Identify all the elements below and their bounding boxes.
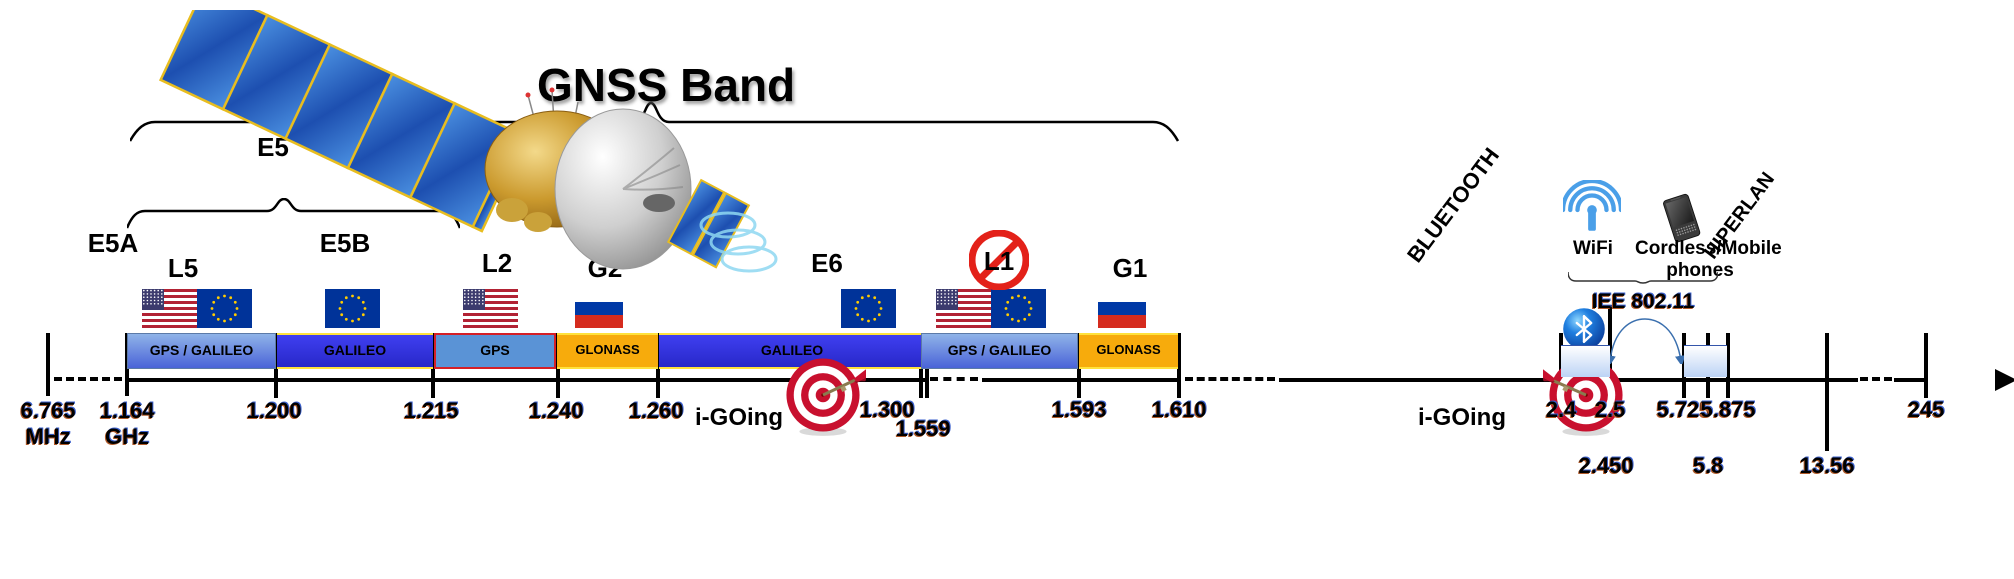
svg-text:L1: L1	[984, 246, 1014, 276]
